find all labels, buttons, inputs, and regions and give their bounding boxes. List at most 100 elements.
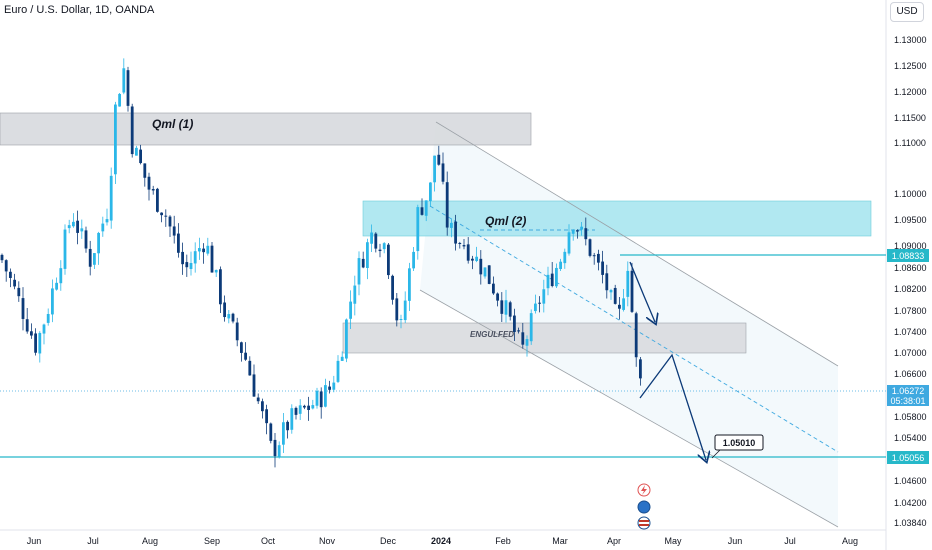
candle-bear bbox=[487, 265, 491, 284]
candle-bear bbox=[286, 421, 289, 431]
candle-bear bbox=[588, 239, 592, 256]
target-callout[interactable] bbox=[714, 434, 764, 451]
time-tick-label: Oct bbox=[261, 536, 276, 546]
candle-bull bbox=[546, 274, 550, 289]
time-tick-label: Aug bbox=[842, 536, 858, 546]
projection-arrow-1[interactable] bbox=[629, 261, 655, 322]
channel-lower-line[interactable] bbox=[419, 289, 839, 528]
candle-bear bbox=[466, 244, 470, 261]
price-tick-label: 1.06600 bbox=[894, 369, 927, 379]
time-tick-label: May bbox=[664, 536, 682, 546]
us-flag-stripe bbox=[639, 520, 649, 522]
price-tick-label: 1.13000 bbox=[894, 35, 927, 45]
event-flash-glyph bbox=[641, 485, 647, 495]
candle-bull bbox=[198, 248, 201, 252]
candle-bear bbox=[521, 332, 525, 345]
candle-bull bbox=[51, 288, 54, 315]
candle-bull bbox=[315, 390, 319, 406]
candle-bull bbox=[340, 356, 344, 361]
candle-bull bbox=[55, 282, 58, 290]
candle-bear bbox=[500, 300, 504, 314]
candle-bear bbox=[139, 149, 142, 164]
candle-bear bbox=[265, 409, 268, 424]
candle-bear bbox=[395, 298, 399, 321]
candle-bear bbox=[0, 254, 4, 261]
candle-bear bbox=[235, 322, 239, 341]
candle-bear bbox=[584, 228, 588, 240]
price-tick-label: 1.07800 bbox=[894, 306, 927, 316]
time-tick-label: Aug bbox=[142, 536, 158, 546]
candle-bull bbox=[59, 268, 63, 284]
candle-bull bbox=[189, 262, 193, 270]
candle-bear bbox=[634, 313, 638, 358]
currency-selector[interactable]: USD bbox=[890, 2, 924, 22]
candle-bull bbox=[357, 258, 361, 285]
price-tag-108833-text: 1.08833 bbox=[892, 251, 925, 261]
price-tick-label: 1.04200 bbox=[894, 498, 927, 508]
candle-bear bbox=[30, 331, 33, 336]
price-tag-countdown: 05:38:01 bbox=[890, 396, 925, 406]
price-tick-label: 1.05400 bbox=[894, 433, 927, 443]
candle-bear bbox=[172, 226, 176, 236]
qml2-zone[interactable] bbox=[362, 200, 872, 237]
qml1-zone[interactable] bbox=[0, 112, 532, 146]
candle-bull bbox=[214, 269, 218, 273]
time-axis[interactable]: Jun Jul Aug Sep Oct Nov Dec 2024 Feb Mar Apr May Jun… bbox=[27, 536, 858, 546]
price-tag-current bbox=[887, 385, 929, 406]
candle-bear bbox=[471, 258, 474, 261]
candle-bear bbox=[479, 258, 483, 275]
candle-bear bbox=[319, 391, 323, 408]
candle-bull bbox=[345, 319, 348, 359]
candle-bull bbox=[525, 339, 529, 346]
candle-bear bbox=[378, 249, 382, 252]
candle-bull bbox=[353, 285, 357, 304]
candle-bull bbox=[282, 422, 285, 445]
candle-bear bbox=[613, 287, 617, 304]
candle-bear bbox=[126, 70, 130, 106]
price-tick-label: 1.07400 bbox=[894, 327, 927, 337]
event-eu-flag-icon[interactable] bbox=[637, 500, 651, 514]
price-axis[interactable]: 1.13000 1.12500 1.12000 1.11500 1.11000 1.100… bbox=[894, 35, 927, 528]
time-tick-label: Jun bbox=[728, 536, 743, 546]
candle-bull bbox=[580, 226, 583, 230]
candle-bear bbox=[160, 212, 163, 216]
candle-bear bbox=[517, 330, 520, 332]
time-tick-label: Jul bbox=[784, 536, 796, 546]
candle-bull bbox=[290, 408, 294, 430]
candle-bear bbox=[164, 215, 168, 217]
us-flag-stripe bbox=[639, 524, 649, 526]
candle-bear bbox=[445, 182, 449, 228]
projection-arrow-2[interactable] bbox=[639, 353, 706, 460]
candle-bull bbox=[370, 232, 373, 244]
candle-bear bbox=[84, 230, 88, 249]
candle-bear bbox=[441, 163, 445, 182]
candle-bull bbox=[122, 68, 126, 93]
candle-bull bbox=[429, 182, 432, 202]
candle-bull bbox=[412, 251, 415, 269]
candle-bear bbox=[454, 221, 457, 244]
candle-bull bbox=[332, 382, 336, 390]
time-tick-label: Apr bbox=[607, 536, 621, 546]
event-us-flag-icon[interactable] bbox=[637, 516, 651, 530]
candle-bear bbox=[130, 106, 134, 155]
engulfed-zone[interactable] bbox=[342, 322, 747, 354]
candle-bull bbox=[101, 223, 105, 232]
candle-bear bbox=[538, 302, 541, 304]
time-tick-label: Dec bbox=[380, 536, 397, 546]
candle-bear bbox=[156, 188, 159, 212]
candle-bear bbox=[328, 386, 331, 390]
price-tick-label: 1.11000 bbox=[894, 138, 926, 148]
candle-bull bbox=[609, 290, 613, 293]
channel-mid-line[interactable] bbox=[429, 205, 839, 453]
candle-bear bbox=[143, 163, 147, 178]
candle-bull bbox=[571, 230, 575, 234]
channel-upper-line[interactable] bbox=[435, 121, 839, 367]
price-tag-108833 bbox=[887, 249, 929, 262]
candle-bull bbox=[483, 267, 487, 277]
candle-bull bbox=[559, 261, 562, 270]
candle-bull bbox=[206, 245, 210, 254]
candle-bull bbox=[336, 360, 340, 382]
price-tick-label: 1.09000 bbox=[894, 241, 927, 251]
candle-bull bbox=[118, 93, 121, 107]
